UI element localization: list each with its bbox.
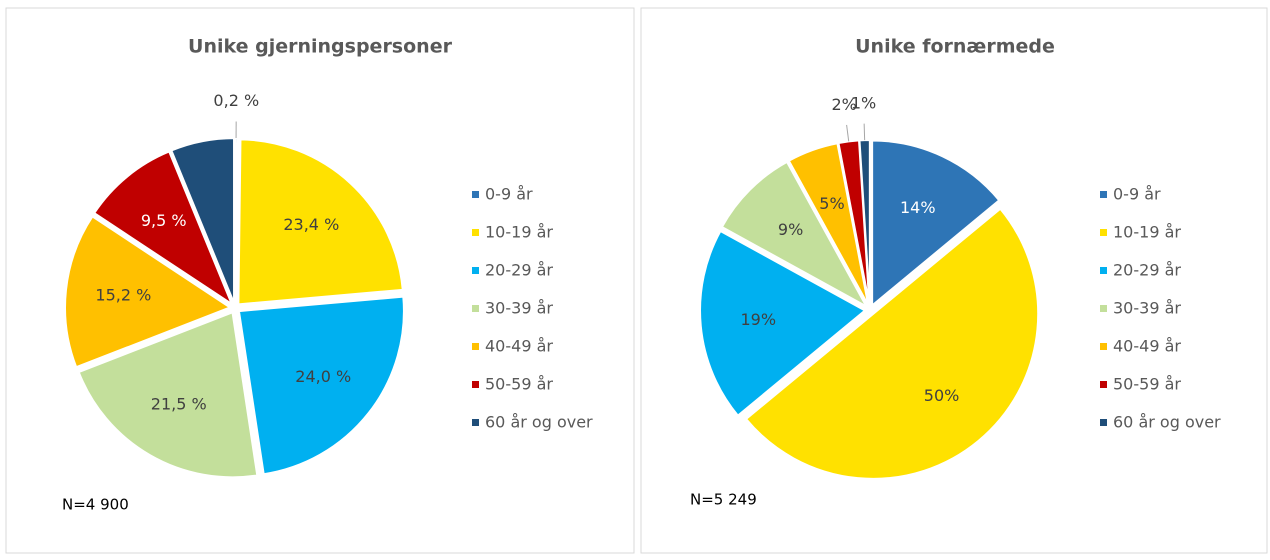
legend-label: 60 år og over (485, 413, 593, 432)
legend-label: 0-9 år (485, 185, 533, 204)
legend-label: 20-29 år (1113, 261, 1181, 280)
legend-swatch (472, 381, 479, 388)
legend-swatch (1100, 305, 1107, 312)
legend-label: 10-19 år (1113, 223, 1181, 242)
legend-swatch (472, 343, 479, 350)
legend-label: 60 år og over (1113, 413, 1221, 432)
legend-swatch (1100, 229, 1107, 236)
data-label: 5% (819, 194, 844, 213)
legend-label: 30-39 år (485, 299, 553, 318)
legend-label: 30-39 år (1113, 299, 1181, 318)
legend-swatch (472, 419, 479, 426)
legend-label: 20-29 år (485, 261, 553, 280)
chart-title: Unike fornærmede (855, 36, 1055, 58)
legend-swatch (472, 229, 479, 236)
data-label: 1% (851, 93, 876, 112)
legend-swatch (472, 191, 479, 198)
legend-label: 0-9 år (1113, 185, 1161, 204)
data-label: 15,2 % (95, 286, 151, 305)
data-label: 19% (740, 310, 776, 329)
legend-swatch (1100, 381, 1107, 388)
data-label: 0,2 % (213, 91, 259, 110)
legend-label: 10-19 år (485, 223, 553, 242)
legend-swatch (1100, 419, 1107, 426)
chart-title: Unike gjerningspersoner (188, 36, 453, 58)
legend-swatch (1100, 343, 1107, 350)
leader-line (864, 124, 865, 140)
legend-swatch (1100, 267, 1107, 274)
legend-swatch (472, 305, 479, 312)
data-label: 14% (900, 198, 936, 217)
note: N=4 900 (62, 496, 129, 514)
data-label: 21,5 % (151, 395, 207, 414)
data-label: 9% (778, 220, 803, 239)
legend-swatch (1100, 191, 1107, 198)
data-label: 23,4 % (283, 215, 339, 234)
data-label: 9,5 % (141, 211, 187, 230)
legend-label: 50-59 år (1113, 375, 1181, 394)
legend-swatch (472, 267, 479, 274)
legend-label: 40-49 år (485, 337, 553, 356)
legend-label: 40-49 år (1113, 337, 1181, 356)
note: N=5 249 (690, 491, 757, 509)
data-label: 50% (924, 386, 960, 405)
data-label: 24,0 % (295, 367, 351, 386)
legend-label: 50-59 år (485, 375, 553, 394)
